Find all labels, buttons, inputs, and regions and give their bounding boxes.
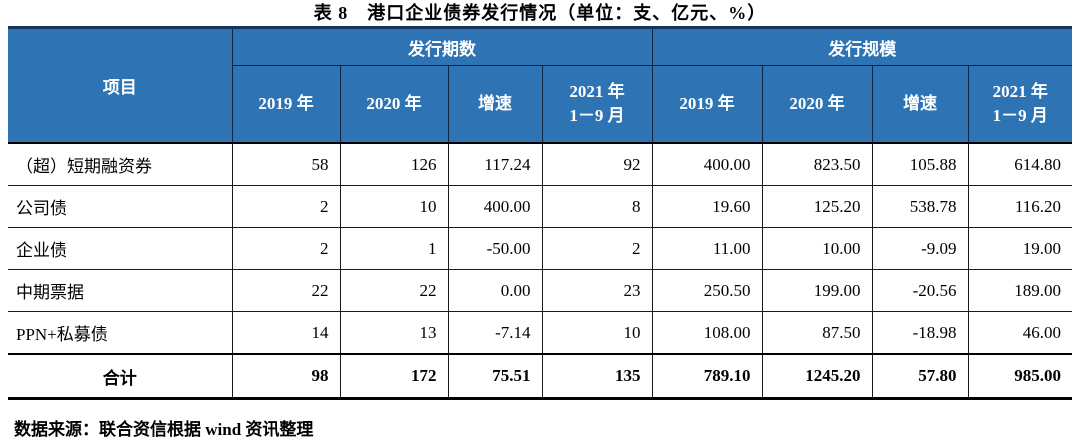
group-header-issue-count: 发行期数	[231, 26, 653, 66]
cell: -9.09	[871, 227, 969, 270]
cell: -18.98	[871, 311, 969, 355]
cell: 10	[541, 311, 653, 355]
col-header-2020-count: 2020 年	[339, 65, 449, 144]
cell: 46.00	[967, 311, 1072, 355]
cell: 92	[541, 142, 653, 186]
table-row-medium-term-note: 中期票据 22 22 0.00 23 250.50 199.00 -20.56 …	[8, 269, 1072, 312]
cell: 108.00	[651, 311, 763, 355]
total-row-label: 合计	[8, 353, 233, 400]
cell: 0.00	[447, 269, 543, 312]
cell: 189.00	[967, 269, 1072, 312]
cell: 126	[339, 142, 449, 186]
table-row-enterprise-bond: 企业债 2 1 -50.00 2 11.00 10.00 -9.09 19.00	[8, 227, 1072, 270]
cell: 172	[339, 353, 449, 400]
table-header: 项目 发行期数 发行规模 2019 年 2020 年 增速 2021 年 1－9…	[8, 26, 1072, 144]
col-header-growth-scale: 增速	[871, 65, 969, 144]
col-header-2020-scale: 2020 年	[761, 65, 873, 144]
cell: 98	[231, 353, 341, 400]
row-label: PPN+私募债	[8, 311, 233, 355]
cell: 1	[339, 227, 449, 270]
cell: 2	[231, 227, 341, 270]
col-header-2021-count: 2021 年 1－9 月	[541, 65, 653, 144]
cell: 135	[541, 353, 653, 400]
header-sub-row: 2019 年 2020 年 增速 2021 年 1－9 月 2019 年 202…	[8, 65, 1072, 144]
cell: 199.00	[761, 269, 873, 312]
cell: 19.00	[967, 227, 1072, 270]
row-label: 企业债	[8, 227, 233, 270]
cell: 985.00	[967, 353, 1072, 400]
cell: 19.60	[651, 185, 763, 228]
cell: -50.00	[447, 227, 543, 270]
cell: 400.00	[651, 142, 763, 186]
cell: 1245.20	[761, 353, 873, 400]
cell: 117.24	[447, 142, 543, 186]
header-group-row: 项目 发行期数 发行规模	[8, 26, 1072, 144]
cell: 75.51	[447, 353, 543, 400]
cell: 538.78	[871, 185, 969, 228]
table-title: 表 8 港口企业债券发行情况（单位：支、亿元、%）	[313, 3, 767, 23]
cell: 8	[541, 185, 653, 228]
data-source-note: 数据来源：联合资信根据 wind 资讯整理	[14, 420, 314, 439]
cell: 2	[541, 227, 653, 270]
col-header-2019-scale: 2019 年	[651, 65, 763, 144]
cell: 14	[231, 311, 341, 355]
group-header-issue-scale: 发行规模	[651, 26, 1072, 66]
cell: 22	[231, 269, 341, 312]
table-row-total: 合计 98 172 75.51 135 789.10 1245.20 57.80…	[8, 353, 1072, 400]
cell: 250.50	[651, 269, 763, 312]
corner-header-item: 项目	[8, 26, 233, 144]
cell: 58	[231, 142, 341, 186]
cell: 10	[339, 185, 449, 228]
cell: 614.80	[967, 142, 1072, 186]
cell: 789.10	[651, 353, 763, 400]
cell: 13	[339, 311, 449, 355]
cell: 87.50	[761, 311, 873, 355]
row-label: （超）短期融资券	[8, 142, 233, 186]
cell: -7.14	[447, 311, 543, 355]
cell: 23	[541, 269, 653, 312]
cell: 823.50	[761, 142, 873, 186]
bond-issuance-table: 项目 发行期数 发行规模 2019 年 2020 年 增速 2021 年 1－9…	[8, 26, 1072, 400]
row-label: 公司债	[8, 185, 233, 228]
row-label: 中期票据	[8, 269, 233, 312]
table-body: （超）短期融资券 58 126 117.24 92 400.00 823.50 …	[8, 142, 1072, 400]
col-header-2019-count: 2019 年	[232, 65, 341, 144]
table-row-short-term-financing: （超）短期融资券 58 126 117.24 92 400.00 823.50 …	[8, 142, 1072, 186]
cell: 11.00	[651, 227, 763, 270]
cell: 22	[339, 269, 449, 312]
cell: 10.00	[761, 227, 873, 270]
cell: 2	[231, 185, 341, 228]
cell: 400.00	[447, 185, 543, 228]
col-header-growth-count: 增速	[447, 65, 543, 144]
cell: 57.80	[871, 353, 969, 400]
cell: 105.88	[871, 142, 969, 186]
cell: 116.20	[967, 185, 1072, 228]
table-row-ppn-private-bond: PPN+私募债 14 13 -7.14 10 108.00 87.50 -18.…	[8, 311, 1072, 355]
col-header-2021-scale: 2021 年 1－9 月	[967, 65, 1072, 144]
table-row-corporate-bond: 公司债 2 10 400.00 8 19.60 125.20 538.78 11…	[8, 185, 1072, 228]
cell: -20.56	[871, 269, 969, 312]
cell: 125.20	[761, 185, 873, 228]
